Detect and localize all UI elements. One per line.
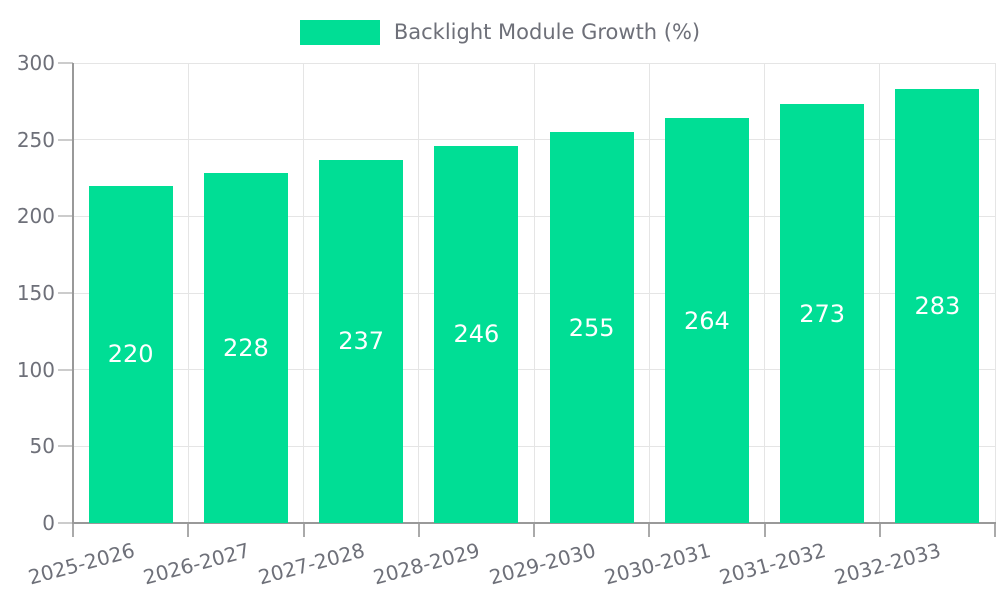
bar-value-label: 273: [799, 299, 846, 328]
legend-label: Backlight Module Growth (%): [393, 20, 701, 44]
bar-value-label: 237: [338, 327, 385, 356]
x-axis-tick-label: 2026-2027: [140, 538, 253, 590]
gridline-vertical: [764, 63, 765, 523]
y-axis-tick-label: 250: [16, 127, 55, 152]
x-axis-tick-label: 2028-2029: [371, 538, 483, 590]
x-axis-tick: [187, 523, 190, 537]
y-axis-tick: [58, 215, 73, 218]
y-axis-tick-label: 0: [42, 511, 55, 535]
bar-value-label: 220: [107, 340, 154, 369]
gridline-vertical: [418, 63, 420, 523]
legend-swatch: [299, 20, 380, 45]
bar-value-label: 228: [222, 334, 269, 363]
gridline-vertical: [648, 63, 650, 523]
bar-2030-2031[interactable]: [664, 118, 749, 523]
y-axis-tick: [58, 138, 73, 141]
x-axis-tick: [533, 523, 535, 537]
y-axis-tick-label: 150: [16, 281, 55, 305]
x-axis-tick: [878, 523, 881, 537]
x-axis-tick-label: 2030-2031: [601, 538, 714, 590]
bar-value-label: 264: [683, 306, 730, 335]
bar-2028-2029[interactable]: [434, 145, 519, 523]
x-axis-tick: [72, 523, 74, 537]
y-axis-tick: [58, 62, 73, 64]
y-axis-tick-label: 300: [16, 51, 55, 75]
x-axis-tick-label: 2029-2030: [486, 538, 598, 590]
gridline-vertical: [303, 63, 304, 523]
x-axis-tick: [763, 523, 766, 537]
bar-value-label: 283: [914, 292, 961, 321]
bar-2027-2028[interactable]: [319, 159, 404, 523]
bar-value-label: 255: [568, 313, 615, 342]
gridline-vertical: [187, 63, 189, 523]
gridline-vertical: [994, 63, 996, 523]
bar-value-label: 246: [453, 320, 500, 349]
y-axis-tick: [58, 522, 73, 524]
y-axis-tick-label: 200: [16, 204, 55, 229]
gridline-vertical: [533, 63, 535, 523]
bar-2032-2033[interactable]: [895, 89, 980, 523]
x-axis-tick: [417, 523, 420, 537]
x-axis-tick-label: 2027-2028: [255, 538, 368, 590]
y-axis-tick: [58, 292, 73, 294]
x-axis-line: [72, 522, 996, 524]
bar-2031-2032[interactable]: [780, 104, 865, 523]
y-axis-tick-label: 100: [16, 357, 55, 382]
y-axis-tick: [58, 445, 73, 448]
x-axis-tick-label: 2032-2033: [832, 538, 944, 590]
y-axis-tick-label: 50: [29, 434, 55, 459]
x-axis-tick: [648, 523, 651, 537]
bar-2026-2027[interactable]: [203, 173, 288, 523]
y-axis-line: [72, 63, 74, 523]
y-axis-tick: [58, 368, 73, 371]
legend-item[interactable]: Backlight Module Growth (%): [0, 20, 1000, 45]
bar-2025-2026[interactable]: [88, 185, 173, 523]
bar-2029-2030[interactable]: [549, 132, 634, 523]
x-axis-tick: [302, 523, 305, 537]
x-axis-tick-label: 2031-2032: [716, 538, 829, 590]
x-axis-tick: [994, 523, 996, 537]
gridline-vertical: [879, 63, 881, 523]
x-axis-tick-label: 2025-2026: [25, 538, 137, 590]
